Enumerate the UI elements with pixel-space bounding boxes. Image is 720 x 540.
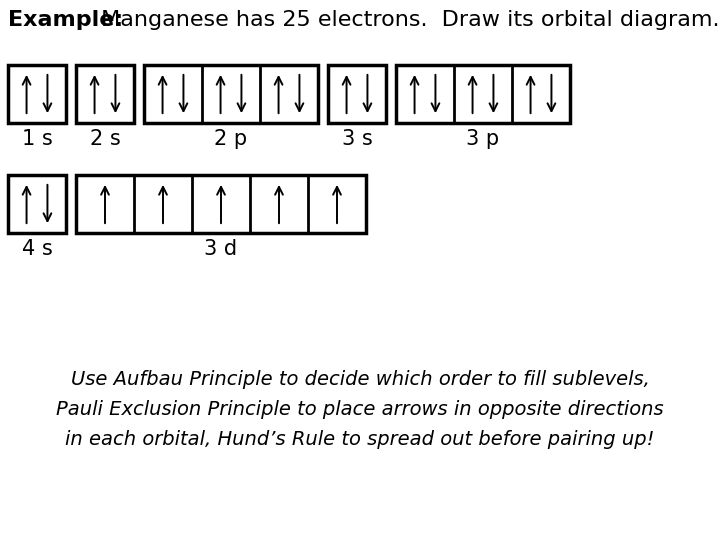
- Bar: [328, 65, 386, 123]
- Text: 4 s: 4 s: [22, 239, 53, 259]
- Text: 3 s: 3 s: [341, 129, 372, 149]
- Text: 3 d: 3 d: [204, 239, 238, 259]
- Bar: [8, 175, 66, 233]
- Text: 1 s: 1 s: [22, 129, 53, 149]
- Text: 2 p: 2 p: [215, 129, 248, 149]
- Bar: [396, 65, 570, 123]
- Text: Pauli Exclusion Principle to place arrows in opposite directions: Pauli Exclusion Principle to place arrow…: [56, 400, 664, 419]
- Text: 3 p: 3 p: [467, 129, 500, 149]
- Text: Manganese has 25 electrons.  Draw its orbital diagram.: Manganese has 25 electrons. Draw its orb…: [94, 10, 719, 30]
- Bar: [76, 65, 134, 123]
- Bar: [76, 175, 366, 233]
- Bar: [8, 65, 66, 123]
- Text: Example:: Example:: [8, 10, 123, 30]
- Text: Use Aufbau Principle to decide which order to fill sublevels,: Use Aufbau Principle to decide which ord…: [71, 370, 649, 389]
- Text: in each orbital, Hund’s Rule to spread out before pairing up!: in each orbital, Hund’s Rule to spread o…: [66, 430, 654, 449]
- Text: 2 s: 2 s: [89, 129, 120, 149]
- Bar: [144, 65, 318, 123]
